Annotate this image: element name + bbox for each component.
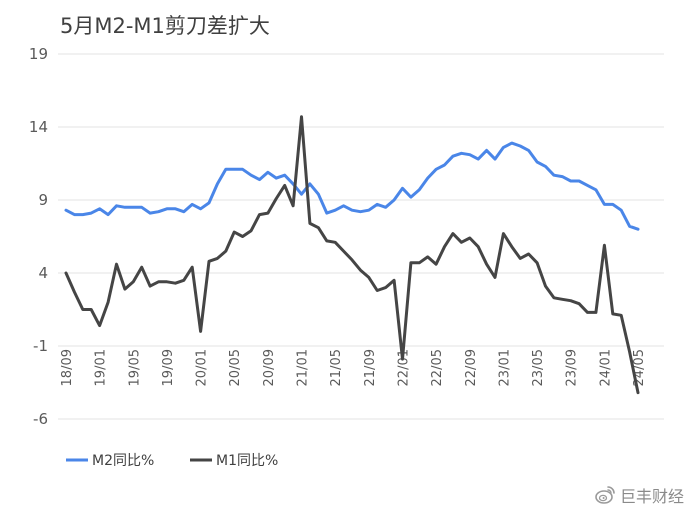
x-tick-label: 20/05	[228, 349, 243, 386]
y-tick-label: 4	[38, 264, 48, 282]
y-tick-label: -6	[33, 410, 48, 428]
x-tick-label: 23/01	[497, 349, 512, 386]
x-tick-label: 21/01	[296, 349, 311, 386]
series-line	[64, 115, 640, 395]
x-tick-label: 22/05	[430, 349, 445, 386]
x-tick-label: 19/09	[161, 349, 176, 386]
x-tick-label: 23/09	[565, 349, 580, 386]
x-tick-label: 18/09	[60, 349, 75, 386]
x-tick-label: 23/05	[531, 349, 546, 386]
x-tick-label: 21/09	[363, 349, 378, 386]
x-tick-label: 21/05	[329, 349, 344, 386]
y-axis-ticks: 19 14 9 4 -1 -6	[29, 45, 48, 428]
grid-lines	[58, 53, 664, 420]
watermark: 巨丰财经	[594, 484, 684, 506]
y-tick-label: 14	[29, 118, 48, 136]
series-lines	[64, 115, 640, 395]
series-line	[64, 141, 640, 231]
x-tick-label: 20/01	[195, 349, 210, 386]
x-tick-label: 22/09	[464, 349, 479, 386]
y-tick-label: 19	[29, 45, 48, 63]
legend-label: M2同比%	[92, 453, 154, 469]
x-tick-label: 19/05	[127, 349, 142, 386]
x-tick-label: 20/09	[262, 349, 277, 386]
x-tick-label: 22/01	[396, 349, 411, 386]
y-tick-label: 9	[38, 191, 48, 209]
weibo-logo-icon	[595, 486, 615, 504]
legend[interactable]: M2同比% M1同比%	[66, 453, 278, 469]
x-axis-ticks: 18/09 19/01 19/05 19/09 20/01 20/05 20/09 21/01…	[60, 349, 647, 386]
y-tick-label: -1	[33, 337, 48, 355]
x-tick-label: 19/01	[94, 349, 109, 386]
x-tick-label: 24/01	[598, 349, 613, 386]
watermark-text: 巨丰财经	[620, 487, 685, 506]
chart-title: 5月M2-M1剪刀差扩大	[60, 14, 270, 38]
legend-label: M1同比%	[216, 453, 278, 469]
